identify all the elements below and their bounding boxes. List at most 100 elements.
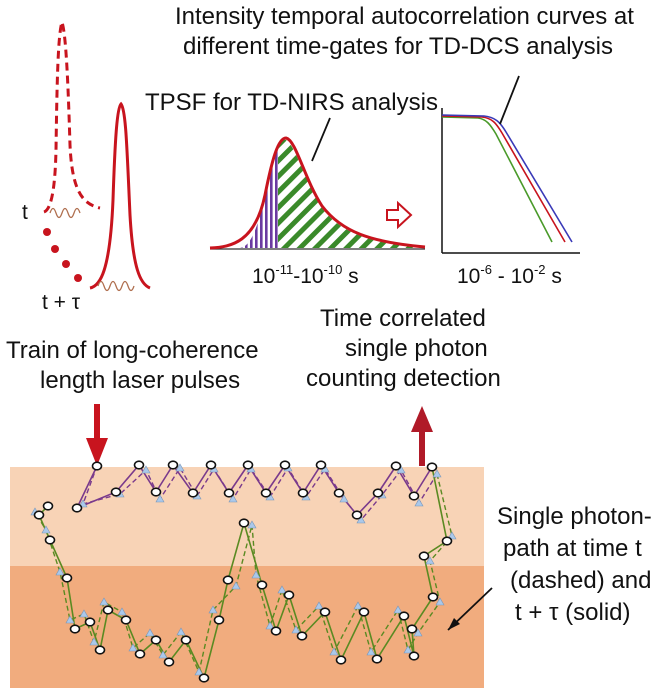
scattering-event-node — [441, 536, 453, 546]
scattering-event-node — [296, 631, 308, 641]
scattering-event-node — [33, 510, 45, 520]
laser-input-arrow — [86, 404, 108, 466]
tpsf-time-axis-label: 10-11-10-10 s — [252, 262, 359, 288]
scattering-event-node — [163, 657, 175, 667]
tpsf-pointer-arrow — [311, 117, 331, 162]
scattering-event-node — [222, 575, 234, 585]
scattering-event-marker — [141, 465, 151, 474]
scattering-event-node — [333, 488, 345, 498]
photon-path-solid — [38, 466, 448, 681]
coherence-wave-t — [49, 207, 81, 219]
pulse-train-dot — [43, 228, 51, 236]
scattering-event-marker — [155, 494, 165, 503]
scattering-event-marker — [403, 645, 413, 654]
scattering-event-marker — [435, 597, 445, 606]
scattering-event-node — [205, 460, 217, 470]
photon-path-solid — [75, 463, 433, 517]
photon-path-line2: path at time t — [503, 535, 642, 562]
scattering-event-node — [223, 488, 235, 498]
scattering-event-marker — [65, 615, 75, 624]
scattering-event-node — [84, 617, 96, 627]
tpsf-late-gate-hatch — [278, 139, 420, 248]
laser-pulses — [43, 16, 151, 292]
scattering-event-node — [150, 487, 162, 497]
autocorrelation-plot — [441, 75, 580, 254]
scattering-event-node — [102, 605, 114, 615]
tpsf-curve — [209, 136, 426, 250]
path-pointer-arrowhead — [448, 618, 460, 630]
scattering-event-marker — [366, 647, 376, 656]
scattering-event-marker — [393, 605, 403, 614]
scattering-event-marker — [89, 637, 99, 646]
scattering-event-node — [426, 462, 438, 472]
scattering-event-node — [242, 460, 254, 470]
scattering-event-node — [371, 654, 383, 664]
scattering-event-node — [134, 649, 146, 659]
scattering-event-node — [315, 460, 327, 470]
corr-time-axis-label: 10-6 - 10-2 s — [457, 262, 562, 288]
scattering-event-node — [187, 488, 199, 498]
scattering-event-node — [319, 607, 331, 617]
scattering-event-node — [238, 518, 250, 528]
scattering-event-marker — [265, 621, 275, 630]
scattering-event-node — [406, 624, 418, 634]
scattering-event-marker — [356, 515, 366, 524]
scattering-event-marker — [228, 494, 238, 503]
scattering-event-marker — [41, 525, 51, 534]
scattering-event-node — [408, 491, 420, 501]
scattering-event-node — [372, 488, 384, 498]
scattering-event-marker — [353, 601, 363, 610]
scattering-event-marker — [79, 609, 89, 618]
scattering-event-node — [120, 615, 132, 625]
tcspc-line3: counting detection — [306, 365, 501, 392]
tdcs-title-line1: Intensity temporal autocorrelation curve… — [175, 3, 634, 30]
scattering-event-marker — [176, 627, 186, 636]
scattering-event-marker — [291, 625, 301, 634]
scattering-event-node — [297, 488, 309, 498]
scattering-event-node — [180, 635, 192, 645]
g2-curve-blue — [441, 114, 573, 243]
tpsf-plot — [209, 117, 426, 250]
scattering-event-node — [91, 461, 103, 471]
scattering-event-node — [150, 635, 162, 645]
scattering-event-node — [94, 645, 106, 655]
scattering-event-marker — [128, 643, 138, 652]
scattering-event-node — [167, 460, 179, 470]
detection-output-arrow — [411, 406, 433, 466]
tcspc-line1: Time correlated — [320, 305, 486, 332]
scattering-event-node — [61, 573, 73, 583]
g2-curve-green — [441, 116, 553, 243]
tpsf-title: TPSF for TD-NIRS analysis — [145, 89, 438, 116]
process-arrow-icon — [386, 200, 413, 230]
scattering-event-marker — [414, 498, 424, 507]
scattering-event-marker — [117, 607, 127, 616]
scattering-event-node — [44, 535, 56, 545]
scattering-event-marker — [329, 647, 339, 656]
scattering-event-node — [279, 460, 291, 470]
laser-train-line1: Train of long-coherence — [6, 337, 259, 364]
scattering-event-node — [283, 590, 295, 600]
scattering-event-marker — [175, 463, 185, 472]
scattering-event-node — [351, 510, 363, 520]
time-t-label: t — [22, 201, 28, 224]
scattering-event-marker — [208, 605, 218, 614]
scattering-event-node — [398, 611, 410, 621]
pulse-t-dashed — [43, 16, 101, 214]
scattering-event-marker — [413, 628, 423, 637]
scattering-event-node — [358, 607, 370, 617]
tcspc-line2: single photon — [345, 335, 488, 362]
scattering-event-node — [390, 461, 402, 471]
photon-path-line3: (dashed) and — [510, 567, 652, 594]
scattering-event-marker — [55, 567, 65, 576]
pulse-train-dot — [62, 260, 70, 268]
g2-curve-red — [441, 115, 566, 243]
scattering-event-marker — [339, 494, 349, 503]
scattering-event-node — [71, 503, 83, 513]
scattering-event-node — [42, 501, 54, 511]
photon-path-dashed — [81, 465, 438, 522]
tpsf-early-gate-hatch — [240, 144, 278, 248]
pulse-train-dot — [51, 245, 59, 253]
photon-paths — [30, 460, 457, 683]
photon-path-line4: t + τ (solid) — [515, 599, 631, 626]
